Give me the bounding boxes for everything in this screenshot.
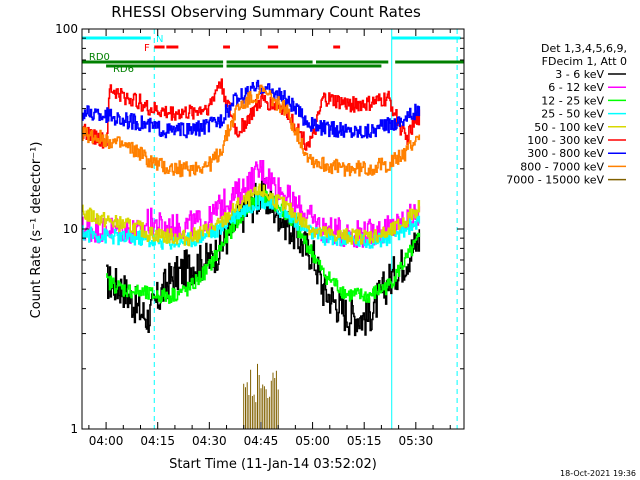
flag-label-rd6: RD6 (113, 64, 134, 75)
legend-label-4: 25 - 50 keV (541, 108, 604, 121)
x-tick-label: 04:45 (244, 434, 279, 448)
legend-title-line-1: Det 1,3,4,5,6,9, (541, 42, 627, 55)
x-tick-label: 05:00 (295, 434, 330, 448)
series-line-9 (243, 363, 279, 429)
series-line-7 (82, 79, 421, 139)
flag-label-n: N (156, 34, 163, 45)
series-layer (82, 78, 421, 429)
y-tick-label: 1 (70, 422, 78, 436)
x-tick-label: 04:15 (140, 434, 175, 448)
legend-label-5: 50 - 100 keV (534, 121, 604, 134)
timestamp: 18-Oct-2021 19:36 (560, 469, 636, 478)
legend-label-9: 7000 - 15000 keV (506, 174, 604, 187)
flag-label-rd0: RD0 (89, 52, 110, 63)
legend-label-6: 100 - 300 keV (527, 134, 604, 147)
legend: Det 1,3,4,5,6,9, FDecim 1, Att 0 3 - 6 k… (506, 42, 627, 187)
y-tick-label: 100 (55, 22, 78, 36)
y-axis-label: Count Rate (s⁻¹ detector⁻¹) (29, 142, 44, 319)
y-axis-ticks: 1 10 100 (55, 22, 464, 436)
legend-label-8: 800 - 7000 keV (520, 160, 604, 173)
legend-label-2: 6 - 12 keV (548, 81, 604, 94)
x-tick-label: 04:00 (89, 434, 124, 448)
series-line-8 (82, 84, 421, 178)
series-line-6 (82, 78, 421, 151)
x-axis-label: Start Time (11-Jan-14 03:52:02) (169, 457, 377, 472)
legend-label-1: 3 - 6 keV (555, 68, 604, 81)
x-tick-label: 05:15 (347, 434, 382, 448)
flag-label-f: F (144, 43, 150, 54)
legend-label-3: 12 - 25 keV (541, 94, 604, 107)
legend-label-7: 300 - 800 keV (527, 147, 604, 160)
y-tick-label: 10 (63, 222, 78, 236)
chart-title: RHESSI Observing Summary Count Rates (111, 3, 421, 21)
x-tick-label: 04:30 (192, 434, 227, 448)
x-axis-ticks: 04:00 04:15 04:30 04:45 05:00 05:15 05:30 (88, 29, 451, 448)
legend-title-line-2: FDecim 1, Att 0 (542, 55, 627, 68)
x-tick-label: 05:30 (399, 434, 434, 448)
series-line-5 (82, 183, 421, 247)
